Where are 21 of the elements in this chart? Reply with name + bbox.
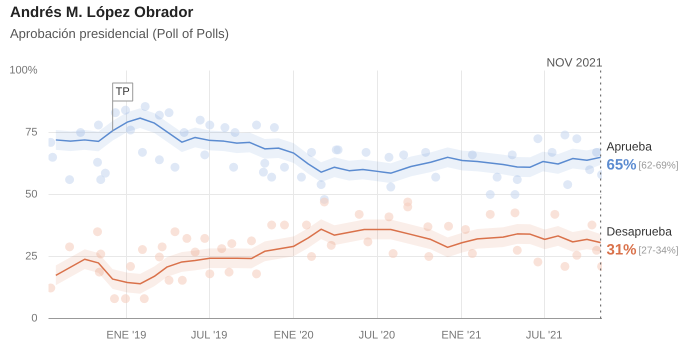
x-tick-label: JUL '21 bbox=[526, 330, 562, 342]
chart-title: Andrés M. López Obrador bbox=[10, 4, 194, 22]
y-tick-label: 75 bbox=[25, 126, 38, 138]
chart-subtitle: Aprobación presidencial (Poll of Polls) bbox=[10, 26, 229, 42]
x-tick-label: JUL '19 bbox=[190, 330, 228, 342]
y-tick-label: 0 bbox=[31, 312, 38, 324]
series-label: Aprueba bbox=[606, 139, 652, 154]
x-tick-label: ENE '19 bbox=[106, 330, 146, 342]
x-tick-label: ENE '21 bbox=[441, 330, 482, 342]
x-tick-label: JUL '20 bbox=[358, 330, 396, 342]
data-label: 65% bbox=[606, 156, 637, 174]
data-label: 31% bbox=[606, 242, 637, 259]
text: [62-69%] bbox=[638, 160, 679, 172]
series-label: Desaprueba bbox=[606, 224, 672, 239]
y-tick-label: 100% bbox=[9, 64, 38, 76]
y-tick-label: 50 bbox=[25, 188, 38, 200]
text: [27-34%] bbox=[638, 246, 679, 257]
ref-line-label: NOV 2021 bbox=[546, 56, 603, 70]
x-tick-label: ENE '20 bbox=[274, 330, 314, 342]
y-tick-label: 25 bbox=[25, 250, 38, 262]
annotation: TP bbox=[116, 86, 130, 98]
